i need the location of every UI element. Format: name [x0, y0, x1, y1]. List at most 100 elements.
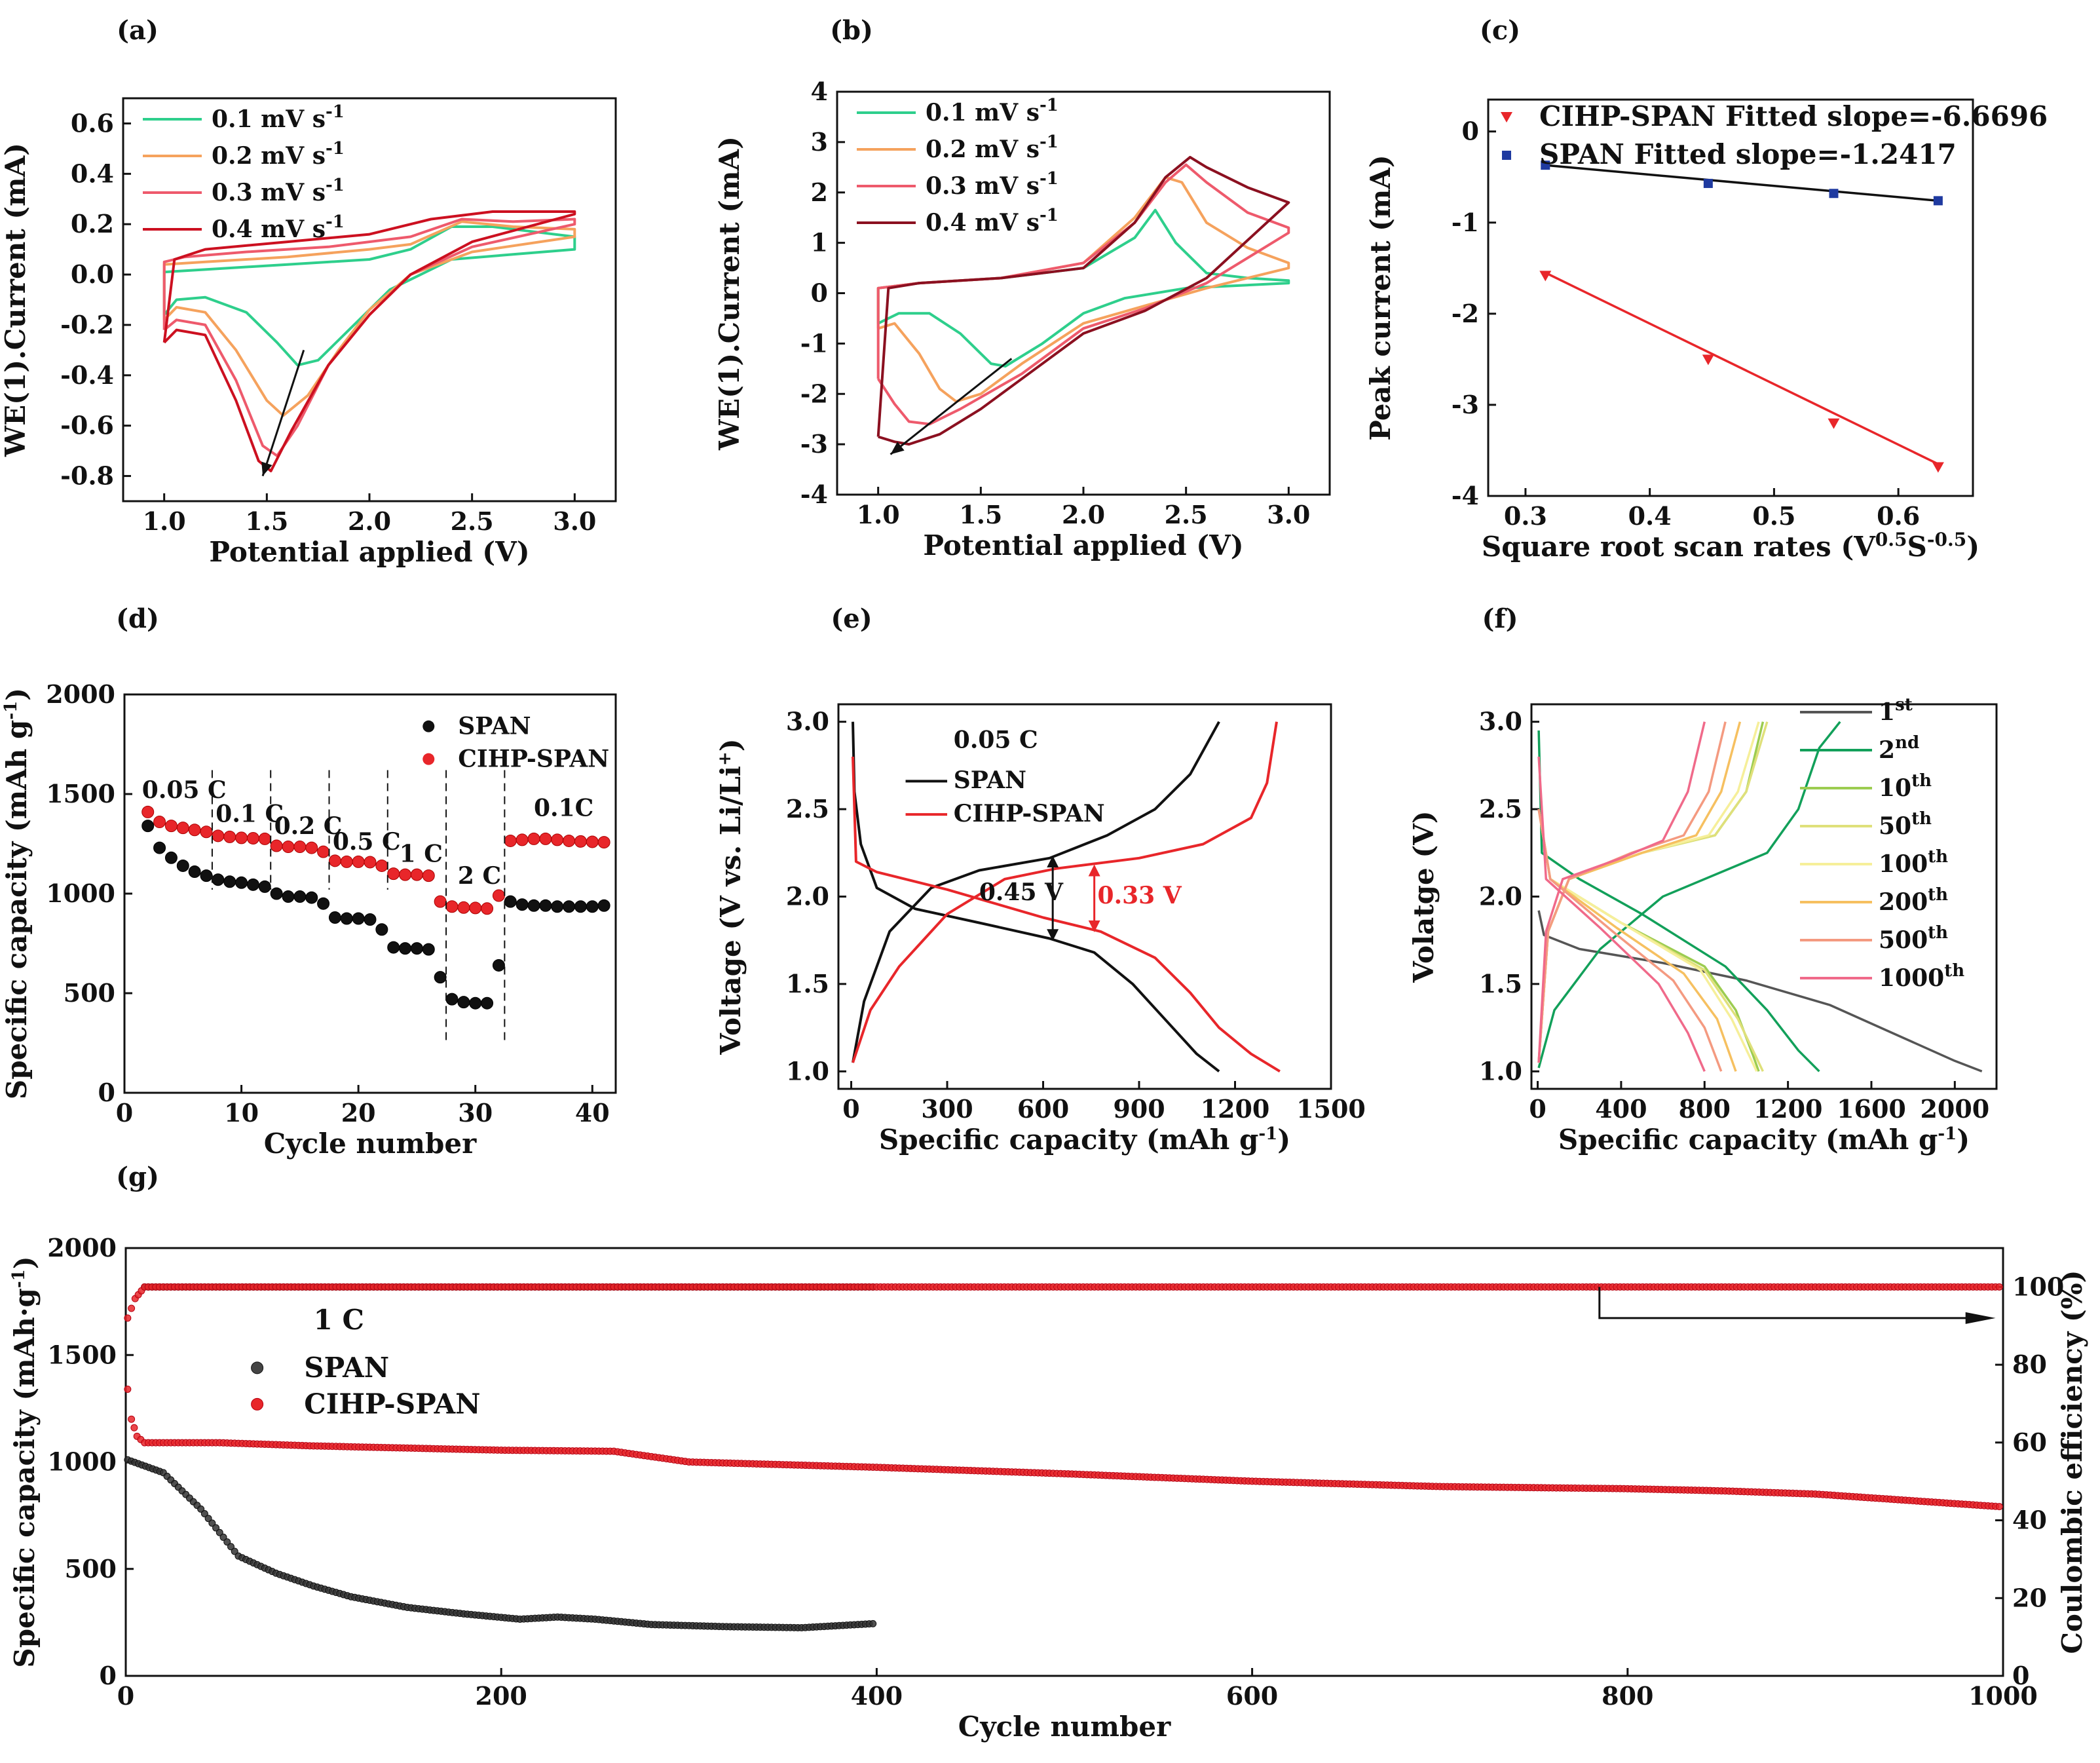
data-point — [176, 822, 189, 835]
y-tick-label: -0.8 — [60, 461, 114, 491]
y2-tick-label: 20 — [2012, 1583, 2047, 1612]
x-tick-label: 0 — [116, 1098, 133, 1128]
series-group — [162, 210, 576, 472]
y-tick-label: 0.0 — [71, 259, 114, 289]
data-point — [197, 1505, 205, 1513]
panel-a: (a) 1.0 1.5 2.0 2.5 3.0 -0.8 -0.6 -0.4 -0.2 0.0 0.2… — [0, 15, 617, 568]
data-point — [375, 923, 388, 936]
series-line — [852, 721, 1220, 1072]
y-tick-label: 2.0 — [786, 882, 829, 911]
y-tick-label: -1 — [800, 328, 828, 358]
data-point — [130, 1424, 138, 1431]
x-tick-label: 0 — [117, 1681, 134, 1711]
legend-label: 500th — [1879, 923, 1948, 954]
legend-label: SPAN Fitted slope=-1.2417 — [1539, 138, 1957, 170]
data-point — [410, 868, 423, 881]
data-point — [153, 816, 166, 829]
y-axis-label: WE(1).Current (mA) — [0, 143, 31, 457]
panel-label-b: (b) — [830, 15, 873, 46]
legend-label: 0.3 mV s-1 — [926, 169, 1059, 200]
data-point — [399, 942, 412, 955]
data-point — [492, 958, 505, 972]
data-point — [504, 895, 517, 908]
panel-e: (e) 0 300 600 900 1200 1500 1.0 1.5 2.0 2.5 3.0 Spec… — [715, 603, 1366, 1156]
y-tick-label: 0 — [100, 1661, 117, 1690]
legend-label: 200th — [1879, 885, 1948, 916]
legend-label: 1st — [1879, 695, 1913, 726]
y-tick-label: 1.0 — [1479, 1056, 1522, 1086]
legend-marker — [422, 720, 435, 732]
data-point — [212, 1524, 220, 1532]
trend-arrow-head — [890, 442, 905, 455]
plot-frame — [1487, 98, 1974, 497]
x-tick-label: 2.5 — [1165, 500, 1208, 529]
plot-frame — [122, 97, 617, 502]
y-tick-label: 0.6 — [71, 108, 114, 138]
y-tick-label: 500 — [64, 978, 115, 1008]
data-point — [1995, 1283, 2003, 1291]
y-tick-label: 1.5 — [786, 969, 829, 998]
data-point — [340, 912, 353, 925]
data-point — [516, 833, 529, 846]
data-point — [200, 825, 213, 839]
y-tick-label: -1 — [1452, 208, 1479, 237]
series-group — [1539, 161, 1944, 473]
legend-marker — [1502, 151, 1511, 160]
legend-label: 0.2 mV s-1 — [926, 132, 1059, 163]
series-line — [852, 721, 1220, 1063]
series-line — [1537, 756, 1706, 1072]
y-tick-label: -2 — [800, 379, 828, 408]
y-tick-label: 1.5 — [1479, 969, 1522, 998]
gap-label-span: 0.45 V — [979, 879, 1064, 906]
data-point — [399, 868, 412, 881]
legend-label: 2nd — [1879, 733, 1919, 764]
x-tick-label: 2000 — [1920, 1094, 1989, 1124]
data-point — [1995, 1503, 2003, 1511]
data-point — [869, 1620, 877, 1627]
legend-label: SPAN — [458, 713, 531, 740]
data-point — [1932, 462, 1944, 473]
data-point — [164, 820, 178, 833]
x-axis-label: Specific capacity (mAh g-1) — [879, 1124, 1290, 1156]
data-point — [128, 1415, 136, 1423]
legend-label: 0.4 mV s-1 — [212, 212, 345, 243]
x-tick-label: 40 — [575, 1098, 610, 1128]
panel-b: (b) 1.0 1.5 2.0 2.5 3.0 -4 -3 -2 -1 0 1 2 3 4 Potential… — [713, 15, 1331, 561]
data-point — [141, 820, 155, 833]
data-point — [124, 1314, 132, 1322]
legend-label: 100th — [1879, 847, 1948, 878]
y-tick-label: 1000 — [46, 879, 115, 908]
data-point — [212, 873, 225, 886]
rate-label: 0.05 C — [142, 776, 227, 804]
series-line — [876, 163, 1290, 426]
y-tick-label: 0.4 — [71, 159, 114, 188]
y-tick-label: 2000 — [46, 679, 115, 709]
series-group — [1537, 721, 1983, 1072]
data-point — [516, 898, 529, 911]
y2-tick-label: 40 — [2012, 1506, 2047, 1535]
y-axis-label: WE(1).Current (mA) — [713, 136, 745, 451]
data-point — [469, 901, 482, 915]
data-point — [1933, 196, 1943, 206]
y-tick-label: 500 — [65, 1554, 117, 1583]
legend-label: CIHP-SPAN — [954, 800, 1105, 827]
x-axis-label: Potential applied (V) — [923, 529, 1243, 561]
trend-arrow — [890, 358, 1013, 455]
data-point — [227, 1543, 234, 1551]
series-group — [852, 721, 1281, 1073]
x-tick-label: 600 — [1226, 1681, 1278, 1711]
data-point — [270, 839, 283, 852]
y-tick-label: -2 — [1452, 299, 1479, 328]
legend-label: 0.1 mV s-1 — [926, 96, 1059, 126]
data-point — [551, 833, 564, 846]
y-tick-label: 2000 — [47, 1233, 117, 1262]
data-point — [375, 859, 388, 872]
data-point — [504, 834, 517, 847]
data-point — [204, 1515, 212, 1523]
legend-label: 0.3 mV s-1 — [212, 176, 345, 206]
panel-label-g: (g) — [116, 1162, 159, 1192]
data-point — [258, 880, 271, 893]
y-tick-label: 1500 — [47, 1340, 117, 1369]
legend-label: 0.2 mV s-1 — [212, 139, 345, 170]
